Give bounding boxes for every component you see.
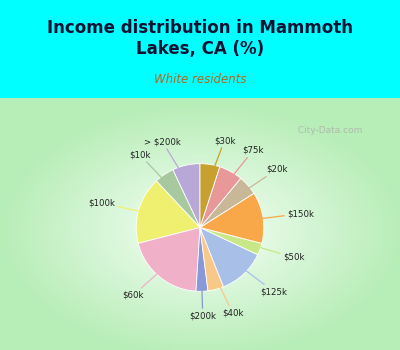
Text: $200k: $200k xyxy=(189,270,216,320)
Wedge shape xyxy=(200,193,264,243)
Text: $40k: $40k xyxy=(211,268,244,317)
Wedge shape xyxy=(200,228,258,287)
Text: $60k: $60k xyxy=(122,260,173,300)
Wedge shape xyxy=(196,228,208,291)
Wedge shape xyxy=(200,178,254,228)
Text: $75k: $75k xyxy=(221,146,264,191)
Wedge shape xyxy=(138,228,200,291)
Text: $50k: $50k xyxy=(240,242,304,262)
Wedge shape xyxy=(173,164,200,228)
Text: $20k: $20k xyxy=(232,165,288,200)
Text: City-Data.com: City-Data.com xyxy=(292,126,362,135)
Wedge shape xyxy=(200,228,224,291)
Wedge shape xyxy=(136,181,200,243)
Text: $30k: $30k xyxy=(207,136,235,186)
Text: > $200k: > $200k xyxy=(144,137,190,187)
Wedge shape xyxy=(156,170,200,228)
Wedge shape xyxy=(200,228,262,255)
Text: Income distribution in Mammoth
Lakes, CA (%): Income distribution in Mammoth Lakes, CA… xyxy=(47,19,353,58)
Text: $125k: $125k xyxy=(229,258,287,296)
Text: $10k: $10k xyxy=(129,150,176,193)
Text: White residents: White residents xyxy=(154,73,246,86)
Wedge shape xyxy=(200,167,241,228)
Text: $150k: $150k xyxy=(242,209,314,221)
Text: $100k: $100k xyxy=(88,198,159,216)
Wedge shape xyxy=(200,164,220,228)
